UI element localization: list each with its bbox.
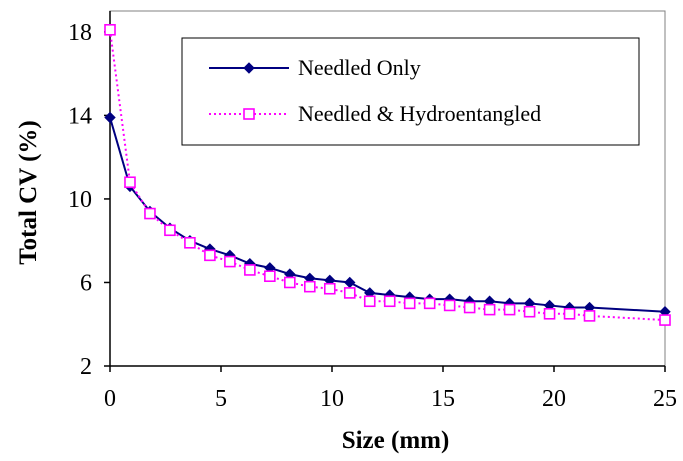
data-point: [243, 108, 255, 120]
data-point: [243, 62, 255, 74]
x-tick-label: 0: [104, 386, 116, 412]
x-tick-label: 25: [653, 386, 677, 412]
data-point: [403, 297, 416, 310]
legend-box: [181, 37, 640, 146]
data-point: [224, 255, 236, 268]
y-tick-label: 6: [80, 270, 92, 296]
data-point: [104, 23, 116, 36]
data-point: [184, 236, 196, 249]
legend-label: Needled Only: [298, 55, 421, 80]
y-tick-label: 2: [80, 354, 92, 380]
data-point: [303, 280, 316, 293]
data-point: [383, 295, 396, 308]
data-point: [104, 111, 116, 124]
data-point: [659, 314, 671, 326]
data-point: [563, 307, 576, 320]
data-point: [344, 276, 356, 289]
y-tick-label: 18: [68, 20, 92, 46]
legend-label: Needled & Hydroentangled: [298, 101, 541, 126]
data-point: [144, 207, 156, 220]
data-point: [164, 224, 176, 237]
x-tick-label: 20: [542, 386, 566, 412]
data-point: [124, 176, 136, 189]
data-point: [343, 287, 356, 299]
data-point: [264, 270, 276, 283]
series-line: [109, 117, 666, 313]
data-point: [423, 297, 436, 310]
data-point: [583, 310, 596, 322]
legend: Needled Only Needled & Hydroentangled: [181, 37, 640, 146]
x-axis-title: Size (mm): [342, 427, 450, 454]
data-point: [363, 295, 376, 308]
y-tick-label: 10: [68, 187, 92, 213]
data-point: [204, 249, 216, 262]
y-axis-title: Total CV (%): [15, 120, 42, 264]
data-point: [323, 282, 336, 295]
x-tick-label: 10: [320, 386, 344, 412]
data-point: [443, 299, 456, 312]
x-tick-label: 15: [431, 386, 455, 412]
axes: 2 6 10 14 18 0 5 10 15 20 25: [68, 11, 677, 412]
data-point: [503, 303, 516, 316]
data-point: [483, 303, 496, 316]
series-line: [109, 29, 666, 322]
data-point: [523, 305, 536, 318]
data-point: [543, 307, 556, 320]
y-tick-label: 14: [68, 103, 92, 129]
series-layer: [104, 23, 671, 326]
series-2: [104, 23, 671, 326]
x-tick-label: 5: [215, 386, 227, 412]
data-point: [244, 264, 256, 276]
data-point: [463, 301, 476, 314]
data-point: [284, 276, 296, 289]
